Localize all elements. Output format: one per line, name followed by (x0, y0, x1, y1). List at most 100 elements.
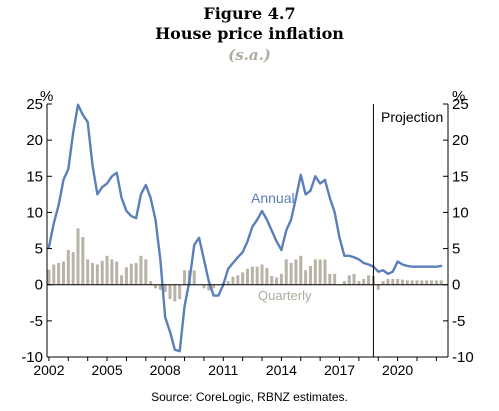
annual-series-label: Annual (251, 190, 295, 206)
quarterly-bar (95, 264, 99, 285)
quarterly-bar (76, 228, 80, 285)
quarterly-bar (192, 270, 196, 285)
quarterly-bars (47, 228, 443, 302)
quarterly-bar (313, 259, 317, 285)
y-tick-label-right: 20 (452, 132, 469, 149)
quarterly-bar (91, 263, 95, 285)
quarterly-bar (66, 250, 70, 285)
quarterly-bar (255, 266, 259, 285)
quarterly-bar (430, 280, 434, 285)
y-tick-label-right: 5 (452, 241, 460, 258)
quarterly-bar (352, 273, 356, 285)
quarterly-bar (246, 268, 249, 285)
y-tick-label-right: 0 (452, 277, 460, 294)
y-tick-label-right: 10 (452, 204, 469, 221)
y-tick-label-right: -5 (452, 313, 465, 330)
y-tick-label-left: -5 (30, 313, 43, 330)
y-tick-label-right: -10 (452, 349, 474, 366)
quarterly-bar (260, 264, 264, 285)
quarterly-bar (284, 259, 288, 285)
y-tick-label-left: 15 (26, 168, 43, 185)
quarterly-series-label: Quarterly (258, 288, 312, 303)
x-tick-label: 2005 (91, 362, 122, 378)
quarterly-bar (328, 273, 332, 285)
quarterly-bar (308, 265, 312, 285)
y-axis-unit-left: % (40, 88, 53, 105)
source-note: Source: CoreLogic, RBNZ estimates. (151, 390, 348, 404)
y-tick-label-left: 20 (26, 132, 43, 149)
quarterly-bar (52, 264, 56, 285)
quarterly-bar (357, 281, 361, 285)
quarterly-bar (347, 275, 351, 285)
quarterly-bar (250, 266, 254, 285)
y-tick-label-right: 15 (452, 168, 469, 185)
annual-line (47, 103, 443, 353)
quarterly-bar (226, 281, 230, 285)
quarterly-bar (342, 281, 346, 285)
quarterly-bar (279, 273, 283, 285)
quarterly-bar (139, 255, 143, 285)
quarterly-bar (434, 280, 438, 285)
quarterly-bar (318, 259, 322, 285)
quarterly-bar (415, 280, 419, 285)
quarterly-bar (323, 259, 327, 285)
x-tick-label: 2014 (266, 362, 297, 378)
quarterly-bar (265, 268, 269, 285)
quarterly-bar (115, 261, 119, 285)
y-tick-label-left: 0 (35, 277, 43, 294)
quarterly-bar (270, 276, 274, 285)
quarterly-bar (420, 280, 424, 285)
quarterly-bar (400, 279, 404, 285)
figure-header: Figure 4.7 House price inflation (s.a.) (0, 4, 499, 66)
y-axis-unit-right: % (452, 88, 465, 105)
y-tick-label-right: 25 (452, 96, 469, 113)
quarterly-bar (376, 284, 380, 290)
quarterly-bar (110, 259, 114, 285)
quarterly-bar (86, 259, 90, 285)
quarterly-bar (425, 280, 429, 285)
quarterly-bar (61, 261, 65, 285)
chart-labels: % % Projection Annual Quarterly (40, 88, 465, 303)
quarterly-bar (158, 284, 162, 290)
quarterly-bar (105, 255, 109, 285)
annual-line-layer (47, 103, 443, 353)
quarterly-bar (81, 237, 85, 285)
quarterly-bar (241, 272, 245, 285)
figure-number: Figure 4.7 (203, 4, 296, 23)
quarterly-bar (333, 273, 337, 285)
y-tick-label-left: -10 (21, 349, 43, 366)
quarterly-bar (439, 280, 443, 285)
quarterly-bar (304, 270, 308, 285)
quarterly-bar (381, 281, 385, 285)
quarterly-bar (149, 281, 153, 285)
quarterly-bar (202, 284, 206, 289)
quarterly-bar (134, 263, 138, 285)
quarterly-bar (299, 255, 303, 285)
quarterly-bar (294, 259, 298, 285)
quarterly-bar (124, 267, 128, 285)
quarterly-bar (178, 284, 182, 300)
quarterly-bar (57, 263, 61, 285)
quarterly-bar (396, 278, 400, 285)
figure-subtitle: (s.a.) (228, 46, 271, 64)
quarterly-bar (391, 278, 395, 285)
quarterly-bar (362, 278, 366, 285)
quarterly-bar (120, 275, 124, 285)
quarterly-bar (231, 276, 235, 285)
quarterly-bar (71, 252, 75, 285)
figure-title: House price inflation (155, 24, 344, 43)
y-tick-label-left: 5 (35, 241, 43, 258)
quarterly-bar (183, 270, 187, 285)
quarterly-bar (405, 280, 409, 285)
x-tick-label: 2017 (324, 362, 355, 378)
quarterly-bar (410, 280, 414, 285)
projection-label: Projection (381, 109, 443, 125)
x-tick-label: 2020 (382, 362, 413, 378)
quarterly-bar (289, 263, 293, 285)
quarterly-bar (153, 284, 157, 289)
quarterly-bar (367, 275, 371, 285)
quarterly-bar (100, 260, 104, 285)
quarterly-bar (163, 284, 167, 292)
